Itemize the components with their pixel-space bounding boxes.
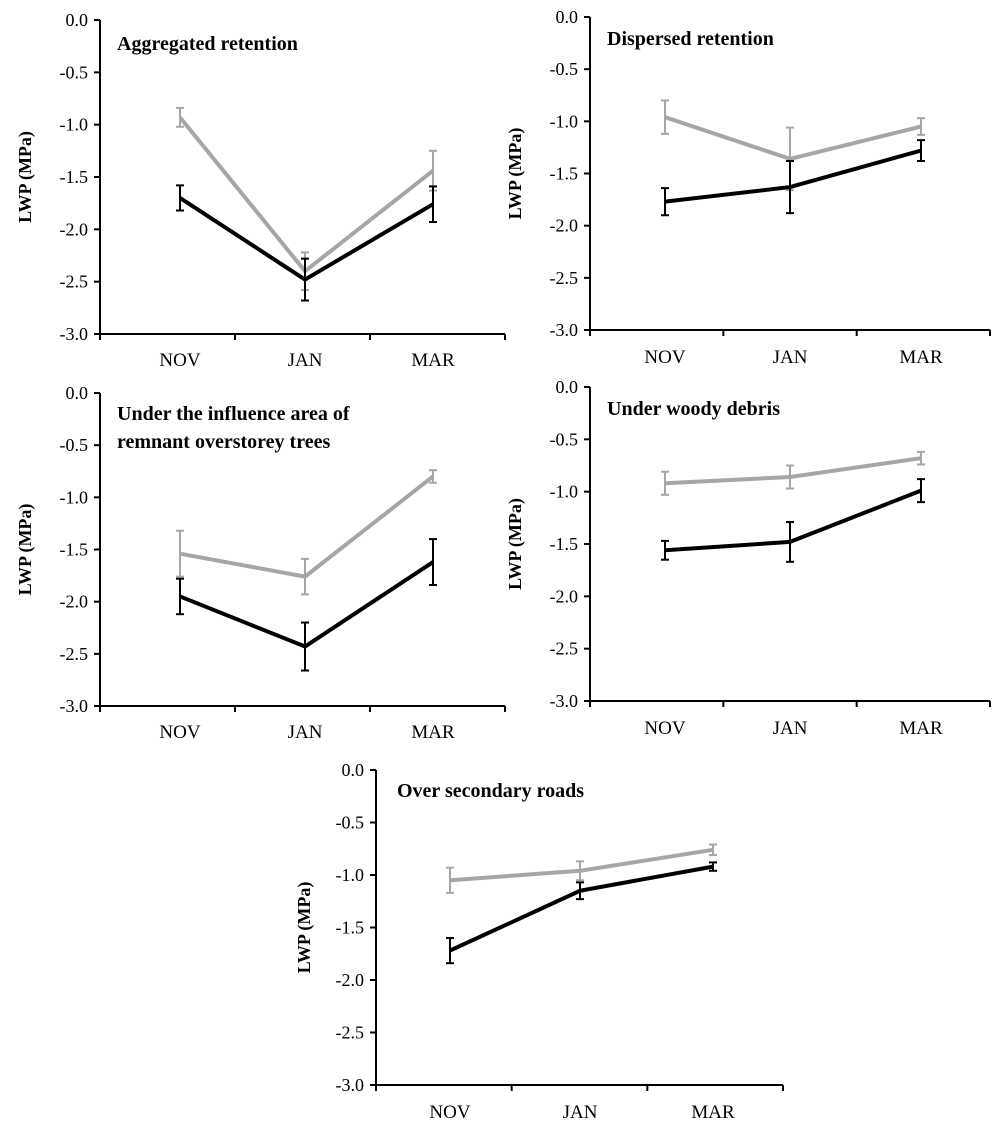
- y-tick-label: -3.0: [550, 691, 579, 711]
- y-axis-title: LWP (MPa): [15, 504, 36, 596]
- y-tick-label: -0.5: [550, 59, 579, 79]
- chart-title: Over secondary roads: [397, 780, 584, 802]
- y-tick-label: -2.0: [550, 216, 579, 236]
- x-tick-label: MAR: [899, 718, 943, 739]
- y-tick-label: -0.5: [336, 813, 365, 833]
- x-tick-label: MAR: [899, 347, 943, 368]
- y-tick-label: -1.0: [60, 487, 89, 507]
- y-tick-label: -1.0: [550, 482, 579, 502]
- y-tick-label: 0.0: [66, 10, 89, 30]
- y-tick-label: -1.0: [550, 111, 579, 131]
- chart-panel: 0.0 -0.5 -1.0 -1.5 -2.0 -2.5 -3.0 NOV JAN MAR LWP …: [505, 377, 991, 739]
- y-tick-label: -1.5: [550, 534, 579, 554]
- y-tick-label: -0.5: [60, 435, 89, 455]
- y-tick-label: 0.0: [342, 760, 365, 780]
- series-line: [179, 474, 435, 579]
- y-axis-title: LWP (MPa): [505, 498, 526, 590]
- series-line: [178, 116, 435, 274]
- y-tick-label: -2.5: [60, 272, 89, 292]
- chart-panel: 0.0 -0.5 -1.0 -1.5 -2.0 -2.5 -3.0 NOV JAN MAR LWP …: [505, 7, 991, 368]
- x-tick-label: JAN: [563, 1102, 598, 1123]
- y-tick-label: -3.0: [60, 324, 89, 344]
- series-line: [664, 115, 922, 161]
- x-tick-label: JAN: [288, 350, 323, 371]
- y-tick-label: -3.0: [60, 696, 89, 716]
- chart-title: remnant overstorey trees: [117, 431, 330, 453]
- chart-title: Dispersed retention: [607, 28, 774, 50]
- chart-title: Under the influence area of: [117, 403, 350, 425]
- series-line: [449, 864, 714, 953]
- x-tick-label: MAR: [411, 722, 455, 743]
- y-axis-title: LWP (MPa): [15, 131, 36, 223]
- series-line: [449, 847, 714, 883]
- y-tick-label: -1.5: [60, 167, 89, 187]
- y-tick-label: -1.0: [336, 865, 365, 885]
- x-tick-label: JAN: [773, 718, 808, 739]
- y-tick-label: -1.0: [60, 115, 89, 135]
- y-tick-label: -1.5: [550, 164, 579, 184]
- series-line: [179, 560, 435, 649]
- y-tick-label: -1.5: [336, 918, 365, 938]
- x-tick-label: NOV: [644, 718, 685, 739]
- y-tick-label: -3.0: [550, 320, 579, 340]
- chart-panel: 0.0 -0.5 -1.0 -1.5 -2.0 -2.5 -3.0 NOV JAN MAR LWP …: [294, 760, 784, 1123]
- y-axis-title: LWP (MPa): [294, 882, 315, 974]
- y-tick-label: -3.0: [336, 1075, 365, 1095]
- y-tick-label: 0.0: [556, 7, 579, 27]
- x-tick-label: JAN: [288, 722, 323, 743]
- x-tick-label: JAN: [773, 347, 808, 368]
- x-tick-label: NOV: [429, 1102, 470, 1123]
- y-axis-title: LWP (MPa): [505, 128, 526, 220]
- x-tick-label: NOV: [644, 347, 685, 368]
- y-tick-label: 0.0: [66, 383, 89, 403]
- series-line: [664, 148, 922, 204]
- y-tick-label: -2.0: [550, 586, 579, 606]
- series-line: [664, 488, 922, 553]
- y-tick-label: -2.0: [336, 970, 365, 990]
- y-tick-label: -2.5: [336, 1023, 365, 1043]
- y-tick-label: -2.0: [60, 592, 89, 612]
- chart-panel: 0.0 -0.5 -1.0 -1.5 -2.0 -2.5 -3.0 NOV JAN MAR LWP …: [15, 383, 506, 743]
- y-tick-label: -2.5: [550, 639, 579, 659]
- x-tick-label: MAR: [691, 1102, 735, 1123]
- y-tick-label: -0.5: [60, 62, 89, 82]
- chart-panel: 0.0 -0.5 -1.0 -1.5 -2.0 -2.5 -3.0 NOV JAN MAR LWP …: [15, 10, 506, 371]
- chart-title: Under woody debris: [607, 398, 780, 420]
- y-tick-label: -1.5: [60, 540, 89, 560]
- y-tick-label: -2.0: [60, 219, 89, 239]
- chart-title: Aggregated retention: [117, 33, 298, 55]
- x-tick-label: NOV: [159, 350, 200, 371]
- series-line: [664, 456, 922, 486]
- series-line: [178, 196, 435, 282]
- y-tick-label: 0.0: [556, 377, 579, 397]
- y-tick-label: -0.5: [550, 429, 579, 449]
- x-tick-label: NOV: [159, 722, 200, 743]
- y-tick-label: -2.5: [60, 644, 89, 664]
- y-tick-label: -2.5: [550, 268, 579, 288]
- x-tick-label: MAR: [411, 350, 455, 371]
